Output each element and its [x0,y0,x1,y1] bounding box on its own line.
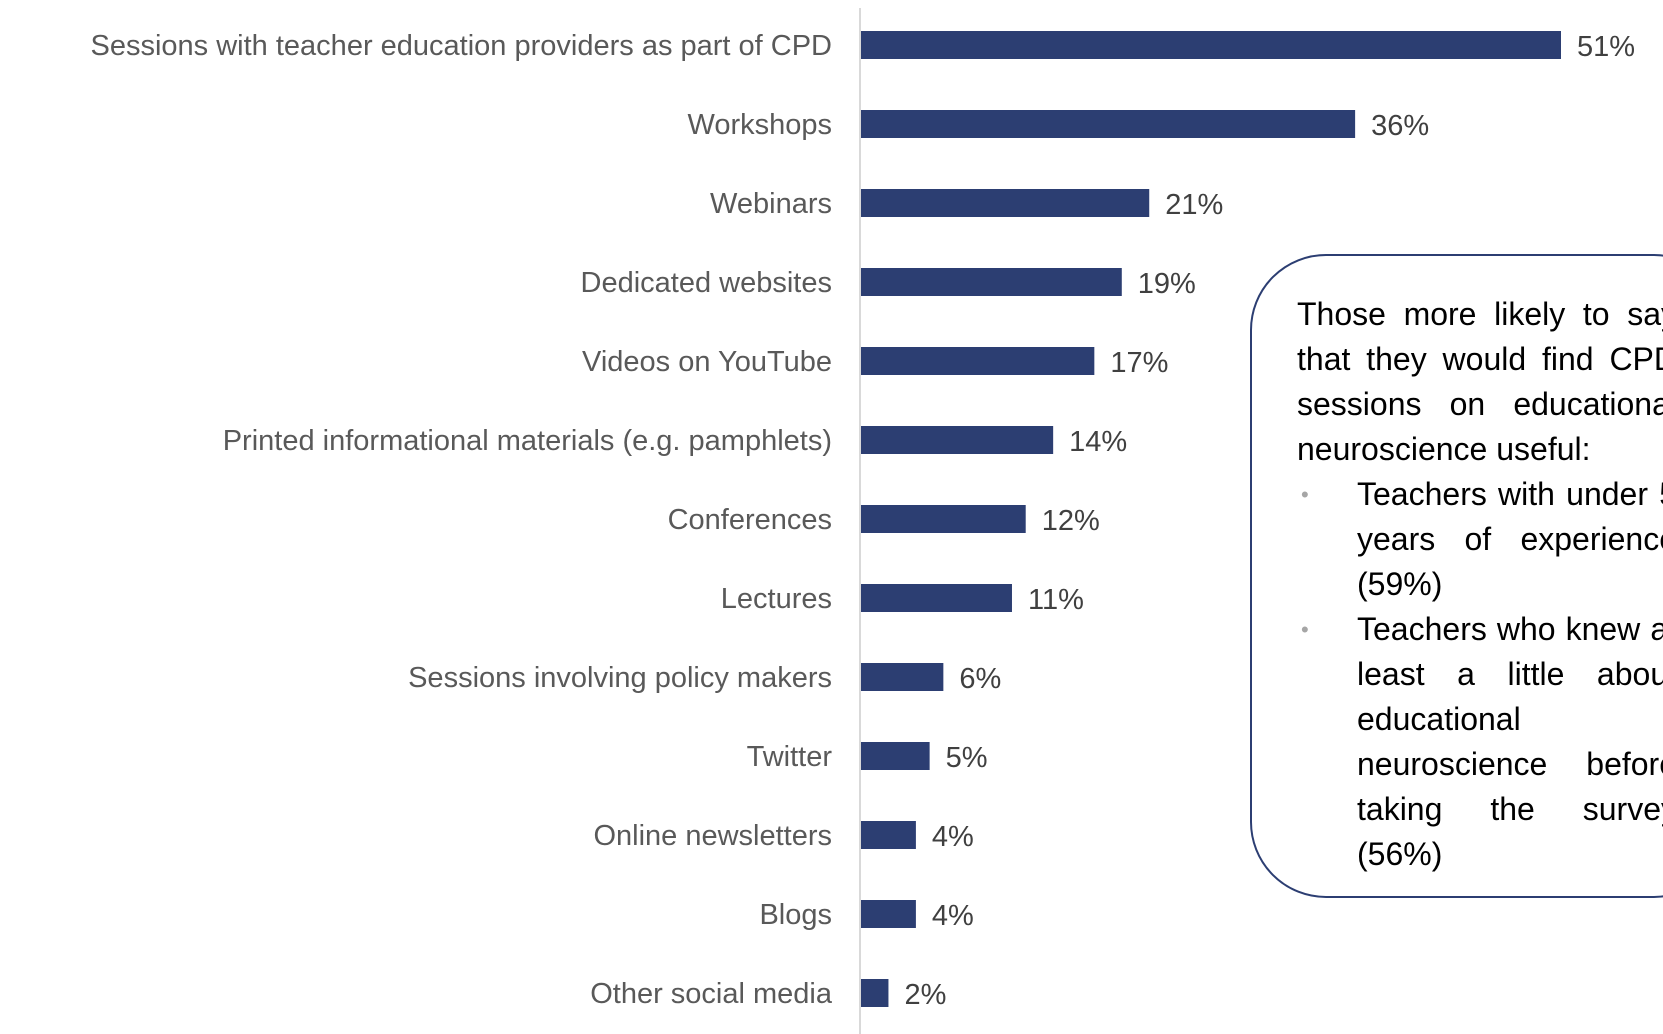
callout-item-text: Teachers with under 5 years of experienc… [1357,476,1663,602]
data-label: 4% [932,900,974,932]
bar [861,663,944,691]
callout-list: • Teachers with under 5 years of experien… [1297,472,1663,877]
bar [861,821,916,849]
category-label: Workshops [687,109,832,141]
bar [861,979,889,1007]
data-label: 2% [904,979,946,1011]
data-label: 14% [1069,426,1127,458]
category-label: Blogs [759,899,832,931]
category-label: Videos on YouTube [582,346,832,378]
data-label: 17% [1110,347,1168,379]
category-label: Printed informational materials (e.g. pa… [223,425,832,457]
bar [861,426,1054,454]
category-label: Twitter [747,741,833,773]
bar [861,268,1122,296]
category-label: Dedicated websites [581,267,832,299]
category-label: Lectures [721,583,832,615]
data-label: 11% [1028,584,1084,616]
callout-item: • Teachers who knew at least a little abo… [1297,607,1663,877]
category-label: Conferences [668,504,832,536]
data-label: 36% [1371,110,1429,142]
category-label: Online newsletters [593,820,832,852]
bar [861,900,916,928]
bar [861,31,1561,59]
bullet-icon: • [1301,482,1309,507]
bar [861,189,1150,217]
data-label: 4% [932,821,974,853]
bar [861,584,1012,612]
callout-item: • Teachers with under 5 years of experien… [1297,472,1663,607]
callout-item-text: Teachers who knew at least a little abou… [1357,611,1663,872]
data-label: 5% [946,742,988,774]
bar [861,505,1026,533]
category-label: Other social media [590,978,833,1010]
data-label: 12% [1042,505,1100,537]
callout-box: Those more likely to say that they would… [1250,254,1663,898]
bar [861,110,1356,138]
callout-intro: Those more likely to say that they would… [1297,296,1663,467]
bullet-icon: • [1301,617,1309,642]
data-label: 51% [1577,31,1635,63]
data-label: 19% [1138,268,1196,300]
bar [861,347,1095,375]
bar [861,742,930,770]
category-label: Sessions with teacher education provider… [91,30,832,62]
data-label: 6% [959,663,1001,695]
data-label: 21% [1165,189,1223,221]
category-label: Webinars [710,188,832,220]
category-label: Sessions involving policy makers [408,662,832,694]
